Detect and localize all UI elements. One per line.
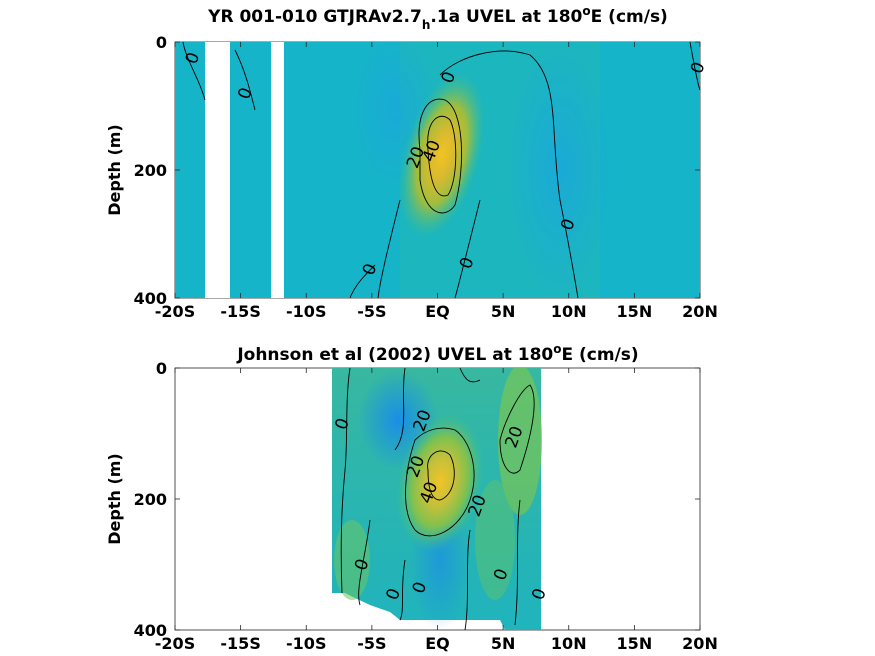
x-tick-label: 5N	[491, 302, 516, 321]
x-tick-label: -20S	[155, 302, 195, 321]
blue-band-north	[505, 42, 615, 298]
x-tick-label: 15N	[617, 634, 653, 653]
green-band-north	[498, 368, 542, 515]
missing-strip-1	[205, 42, 212, 298]
chart-title-observed: Johnson et al (2002) UVEL at 180oE (cm/s…	[236, 342, 638, 365]
x-tick-label: 20N	[682, 634, 718, 653]
x-tick-label: -20S	[155, 634, 195, 653]
missing-strip-2	[271, 42, 284, 298]
y-tick-label: 200	[134, 490, 167, 509]
y-tick-label: 400	[134, 289, 167, 308]
y-axis-label-observed: Depth (m)	[105, 453, 124, 545]
y-tick-label: 200	[134, 161, 167, 180]
y-axis-label-model: Depth (m)	[105, 124, 124, 216]
contours-observed	[340, 367, 535, 631]
undercurrent-core	[399, 72, 485, 238]
y-tick-label: 0	[156, 33, 167, 52]
x-tick-label: 15N	[617, 302, 653, 321]
x-tick-label: 5N	[491, 634, 516, 653]
y-tick-label: 400	[134, 621, 167, 640]
x-tick-label: 20N	[682, 302, 718, 321]
x-tick-label: EQ	[425, 302, 450, 321]
x-tick-label: -10S	[286, 302, 326, 321]
x-tick-label: 10N	[551, 634, 587, 653]
axes-observed: -20S -15S -10S -5S EQ 5N 10N 15N 20N 0 200 400	[134, 359, 718, 653]
y-tick-label: 0	[156, 359, 167, 378]
x-tick-label: 10N	[551, 302, 587, 321]
chart-title-model: YR 001-010 GTJRAv2.7h.1a UVEL at 180oE (…	[207, 4, 668, 32]
axes-model: -20S -15S -10S -5S EQ 5N 10N 15N 20N 0 200 400	[134, 33, 718, 321]
x-tick-label: -15S	[220, 302, 260, 321]
x-tick-label: -15S	[220, 634, 260, 653]
contours-model	[182, 41, 701, 299]
x-tick-label: -5S	[357, 634, 386, 653]
x-tick-label: -10S	[286, 634, 326, 653]
x-tick-label: EQ	[425, 634, 450, 653]
x-tick-label: -5S	[357, 302, 386, 321]
